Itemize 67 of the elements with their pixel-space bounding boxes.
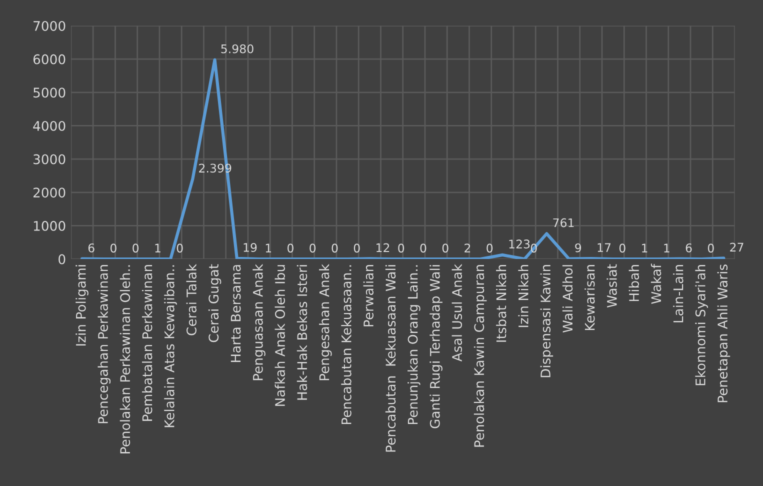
- data-label: 0: [332, 244, 338, 253]
- y-tick-label: 3000: [34, 154, 66, 164]
- x-tick-label: Lain-Lain: [673, 265, 684, 322]
- y-tick-label: 5000: [34, 88, 66, 98]
- x-tick-label: Dispensasi Kawin: [540, 265, 554, 378]
- data-label: 0: [310, 244, 316, 253]
- data-label: 0: [619, 244, 626, 253]
- data-label: 6: [686, 243, 692, 252]
- x-tick-label: Wakaf: [650, 264, 662, 304]
- x-tick-label: Pembatalan Perkawinan: [142, 265, 152, 421]
- data-label: 123: [509, 240, 530, 248]
- x-tick-label: Pencabutan Kekuasaan..: [341, 265, 352, 424]
- x-tick-label: Izin Poligami: [76, 265, 88, 346]
- x-tick-label: Izin Nikah: [518, 265, 528, 328]
- data-label: 12: [376, 243, 390, 252]
- x-tick-label: Penolakan Perkawinan Oleh..: [120, 265, 130, 454]
- x-tick-label: Nafkah Anak Oleh Ibu: [274, 265, 285, 406]
- x-tick-label: Pencabutan Kekuasaan Wali: [385, 265, 396, 452]
- data-label: 0: [398, 244, 404, 253]
- data-label: 0: [110, 244, 116, 253]
- data-label: 1: [664, 244, 670, 252]
- y-tick-label: 0: [58, 254, 66, 264]
- x-tick-label: Pengesahan Anak: [319, 264, 332, 380]
- data-label: 27: [730, 242, 744, 252]
- x-tick-label: Kelalain Atas Kewajiban..: [164, 265, 177, 428]
- x-tick-label: Penolakan Kawin Campuran: [474, 265, 487, 447]
- data-label: 1: [155, 244, 160, 252]
- x-tick-label: Penunjukan Orang Lain..: [408, 265, 420, 424]
- data-label: 9: [575, 243, 582, 252]
- x-tick-label: Cerai Talak: [186, 264, 196, 336]
- data-label: 0: [708, 244, 714, 253]
- y-tick-label: 7000: [34, 20, 66, 31]
- x-tick-label: Itsbat Nikah: [496, 265, 506, 342]
- x-tick-label: Asal Usul Anak: [452, 264, 462, 362]
- data-label: 0: [442, 244, 448, 253]
- data-label: 0: [486, 244, 493, 253]
- x-tick-label: Penetapan Ahli Waris: [717, 264, 730, 402]
- y-tick-label: 1000: [34, 220, 66, 231]
- data-label: 17: [598, 243, 611, 252]
- x-tick-label: Penguasaan Anak: [252, 264, 266, 380]
- x-tick-label: Wasiat: [606, 264, 617, 308]
- x-tick-label: Hak-Hak Bekas Isteri: [296, 265, 308, 400]
- data-label: 0: [288, 244, 294, 253]
- x-tick-label: Cerai Gugat: [208, 264, 222, 342]
- data-label: 761: [553, 218, 574, 228]
- x-tick-label: Hibah: [628, 265, 640, 302]
- x-tick-label: Ekonnomi Syari'ah: [695, 265, 708, 386]
- x-tick-label: Perwalian: [363, 265, 374, 326]
- x-tick-label: Wali Adhol: [562, 265, 573, 333]
- data-label: 0: [176, 244, 183, 253]
- data-label: 1: [266, 244, 272, 252]
- data-label: 0: [132, 244, 139, 253]
- data-label: 0: [420, 244, 426, 253]
- data-label: 5.980: [221, 44, 254, 54]
- y-tick-label: 6000: [33, 54, 66, 64]
- data-label: 2: [464, 244, 470, 252]
- y-tick-label: 2000: [33, 188, 66, 198]
- data-label: 0: [354, 244, 360, 253]
- data-label: 1: [642, 244, 648, 252]
- data-label: 6: [88, 243, 94, 252]
- x-tick-label: Harta Bersama: [230, 265, 241, 362]
- line-series: [80, 58, 726, 260]
- x-tick-label: Pencegahan Perkawinan: [98, 265, 111, 424]
- y-tick-label: 4000: [33, 120, 66, 131]
- x-tick-label: Kewarisan: [584, 265, 595, 330]
- data-label: 19: [244, 243, 257, 252]
- x-tick-label: Ganti Rugi Terhadap Wali: [430, 265, 442, 428]
